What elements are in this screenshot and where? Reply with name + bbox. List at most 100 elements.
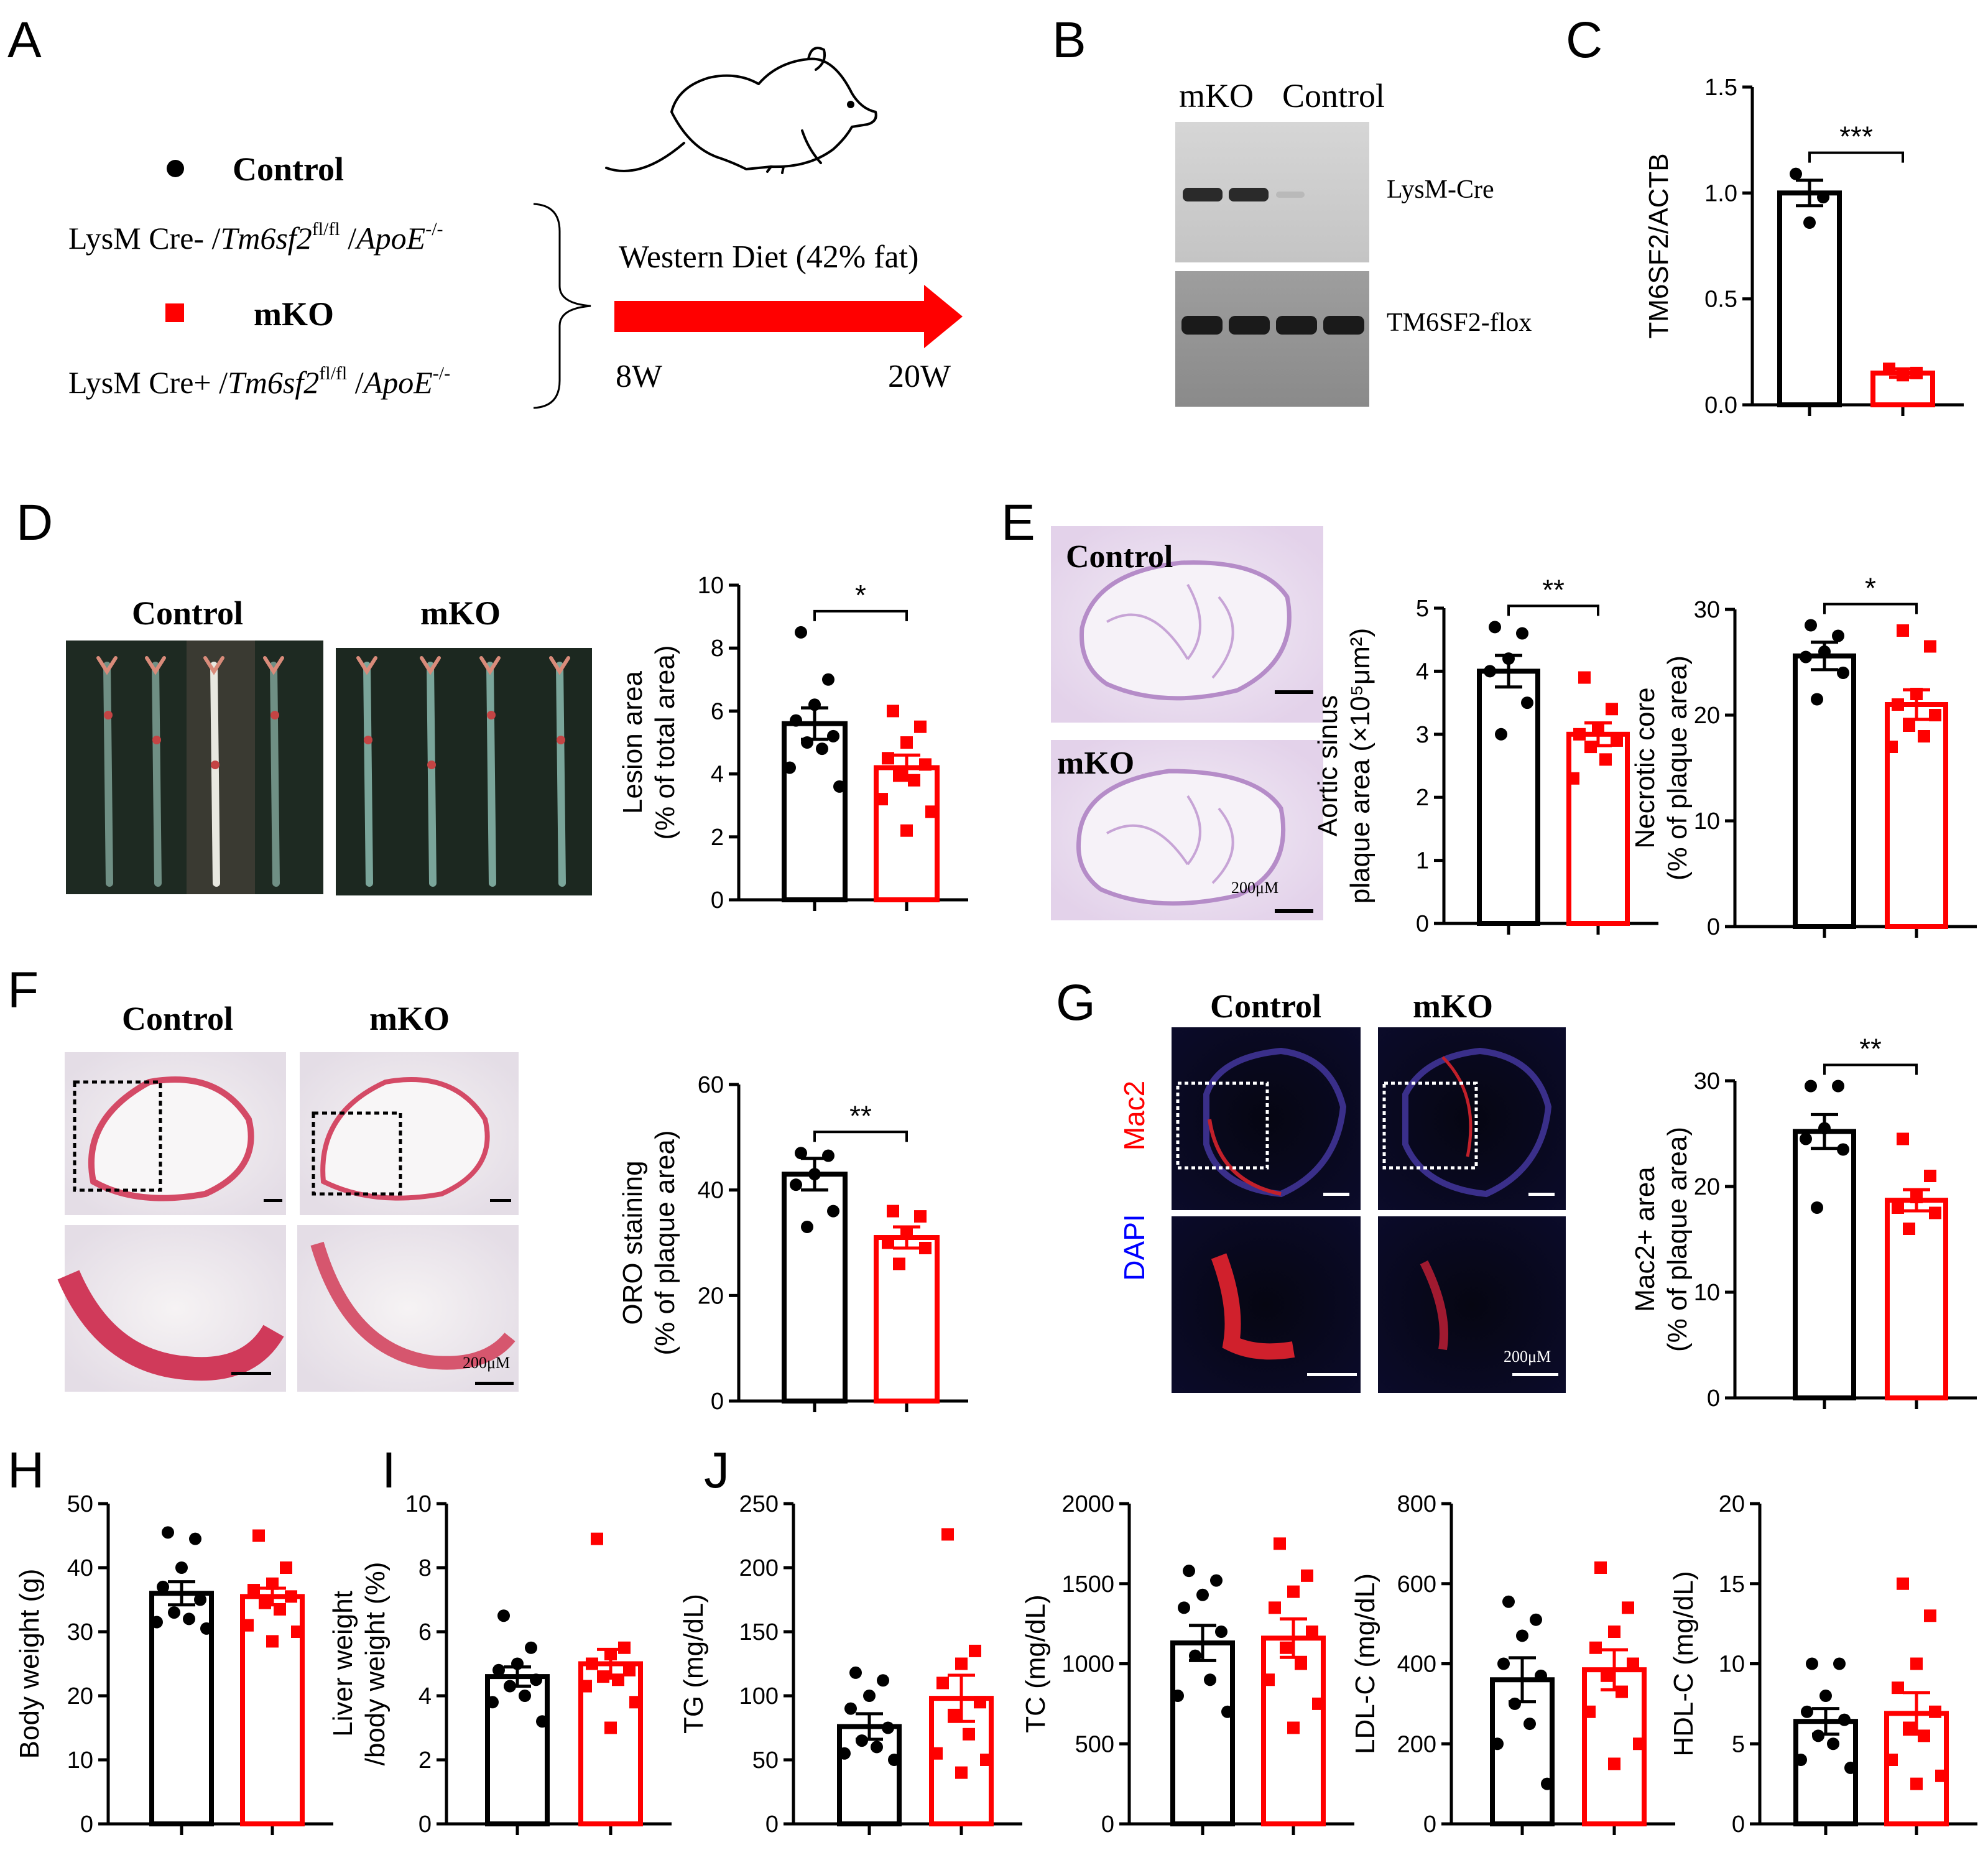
significance-stars: ** (1859, 1033, 1882, 1065)
aorta-strip (210, 662, 220, 887)
data-point-control (504, 1680, 516, 1693)
y-tick-label: 6 (418, 1619, 432, 1645)
data-point-mko (882, 1236, 894, 1249)
panel-letter-e: E (1001, 494, 1035, 551)
end-label: 20W (888, 359, 951, 394)
data-point-mko (1608, 1757, 1620, 1770)
y-tick-label: 8 (418, 1555, 432, 1581)
y-axis-label: TC (mg/dL) (1020, 1594, 1051, 1732)
data-point-mko (285, 1590, 297, 1603)
data-point-control (816, 742, 828, 756)
data-point-mko (266, 1635, 279, 1648)
data-point-control (822, 1149, 834, 1162)
y-axis-label: /body weight (%) (360, 1562, 391, 1766)
aortic-arch-branch (549, 656, 570, 675)
data-point-control (1832, 1080, 1844, 1093)
bar-mko (874, 1235, 940, 1404)
y-axis-label: Mac2+ area (1630, 1167, 1660, 1312)
data-point-mko (1897, 369, 1909, 382)
data-point-control (801, 1221, 813, 1234)
channel-label-mac2: Mac2 (1118, 1081, 1150, 1150)
timeline-arrow-head (924, 285, 963, 348)
oro-scale-text: 200μM (463, 1354, 510, 1372)
data-point-control (492, 1663, 505, 1677)
y-tick-label: 0 (1101, 1811, 1114, 1838)
data-point-mko (914, 1210, 927, 1223)
data-point-mko (1910, 1191, 1923, 1203)
data-point-mko (1578, 671, 1591, 684)
bar-mko (1885, 1198, 1948, 1400)
data-point-control (1811, 693, 1823, 706)
fluo-zoom-box-mko (1382, 1081, 1478, 1170)
data-point-mko (1885, 1754, 1898, 1766)
oro-label-mko: mKO (369, 1000, 450, 1037)
data-point-mko (919, 1241, 932, 1254)
data-point-mko (919, 758, 932, 771)
he-label-mko: mKO (1057, 746, 1134, 781)
data-point-control (1189, 1649, 1201, 1662)
data-point-control (877, 1674, 889, 1687)
data-point-mko (291, 1626, 303, 1638)
data-point-mko (1608, 1626, 1620, 1638)
bar-control (782, 721, 848, 902)
aortic-arch-branch (479, 656, 501, 675)
data-point-mko (1892, 698, 1904, 711)
y-tick-label: 3 (1416, 722, 1429, 748)
significance-bracket (813, 609, 908, 621)
mouse-icon (605, 47, 877, 174)
data-point-control (1172, 1690, 1184, 1702)
aorta-strip (427, 662, 437, 887)
brace (533, 203, 591, 409)
he-scale-text: 200μM (1231, 879, 1278, 897)
data-point-mko (1910, 1657, 1923, 1670)
y-axis-label: ORO staining (617, 1160, 648, 1325)
gel1-label: LysM-Cre (1387, 175, 1494, 204)
y-tick-label: 0.0 (1704, 392, 1737, 419)
y-tick-label: 40 (698, 1178, 724, 1204)
he-label-control: Control (1066, 539, 1173, 575)
data-point-control (822, 673, 834, 686)
data-point-mko (1274, 1537, 1286, 1550)
data-point-control (1837, 667, 1849, 679)
data-point-mko (1599, 753, 1612, 766)
data-point-mko (1903, 1721, 1915, 1734)
data-point-mko (914, 720, 927, 733)
diet-label: Western Diet (42% fat) (619, 239, 918, 275)
data-point-mko (1606, 703, 1618, 716)
y-tick-label: 30 (1694, 1068, 1720, 1094)
data-point-control (183, 1612, 195, 1626)
significance-stars: * (855, 579, 866, 611)
photo-label-control: Control (132, 594, 243, 632)
y-tick-label: 20 (1694, 1174, 1720, 1200)
data-point-control (194, 1593, 206, 1606)
data-point-control (1838, 1713, 1851, 1726)
data-point-mko (1883, 363, 1895, 376)
lane-label-mko: mKO (1179, 77, 1254, 114)
data-point-control (1833, 1657, 1846, 1670)
aortic-arch-branch (263, 656, 284, 675)
y-tick-label: 5 (1416, 596, 1429, 622)
panel-g-images: Control mKO Mac2 DAPI 200μM (1118, 987, 1566, 1393)
data-point-mko (1910, 366, 1923, 379)
data-point-mko (955, 1766, 968, 1779)
data-point-control (1178, 1601, 1190, 1614)
data-point-mko (1287, 1585, 1300, 1598)
data-point-control (1210, 1574, 1223, 1587)
data-point-control (1801, 1705, 1813, 1718)
y-tick-label: 800 (1397, 1491, 1436, 1517)
data-point-control (790, 714, 802, 727)
y-tick-label: 200 (1397, 1731, 1436, 1757)
y-tick-label: 100 (739, 1683, 779, 1709)
panel-letter-d: D (16, 494, 53, 551)
data-point-mko (1910, 1777, 1923, 1790)
data-point-control (784, 761, 796, 774)
data-point-mko (1892, 1681, 1904, 1695)
aorta-strip (270, 662, 280, 887)
data-point-control (530, 1673, 542, 1686)
data-point-control (1183, 1565, 1195, 1578)
data-point-mko (893, 767, 905, 780)
aortic-arch-branch (203, 656, 224, 675)
data-point-mko (1306, 1626, 1318, 1638)
y-tick-label: 0 (1732, 1811, 1745, 1838)
